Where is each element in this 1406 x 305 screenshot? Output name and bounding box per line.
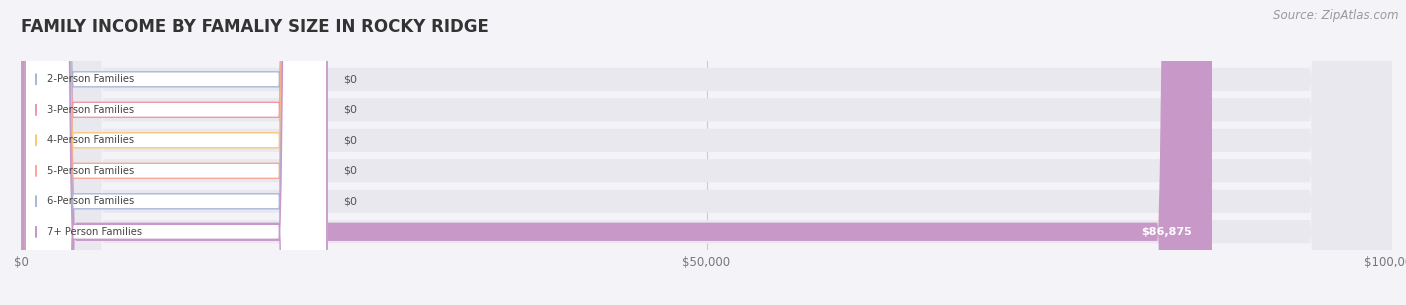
FancyBboxPatch shape <box>21 0 1392 305</box>
FancyBboxPatch shape <box>21 0 1212 305</box>
Text: 2-Person Families: 2-Person Families <box>48 74 135 84</box>
FancyBboxPatch shape <box>25 0 326 305</box>
Text: 3-Person Families: 3-Person Families <box>48 105 134 115</box>
Text: $0: $0 <box>343 105 357 115</box>
FancyBboxPatch shape <box>21 0 1392 305</box>
Text: 6-Person Families: 6-Person Families <box>48 196 135 206</box>
FancyBboxPatch shape <box>21 0 1392 305</box>
FancyBboxPatch shape <box>25 0 326 305</box>
Text: FAMILY INCOME BY FAMALIY SIZE IN ROCKY RIDGE: FAMILY INCOME BY FAMALIY SIZE IN ROCKY R… <box>21 18 489 36</box>
FancyBboxPatch shape <box>21 0 1392 305</box>
Text: $0: $0 <box>343 135 357 145</box>
Text: $0: $0 <box>343 166 357 176</box>
Text: 7+ Person Families: 7+ Person Families <box>48 227 142 237</box>
Text: $0: $0 <box>343 196 357 206</box>
FancyBboxPatch shape <box>25 0 326 305</box>
Text: $0: $0 <box>343 74 357 84</box>
FancyBboxPatch shape <box>25 0 326 305</box>
Text: Source: ZipAtlas.com: Source: ZipAtlas.com <box>1274 9 1399 22</box>
Text: 4-Person Families: 4-Person Families <box>48 135 134 145</box>
Text: 5-Person Families: 5-Person Families <box>48 166 135 176</box>
FancyBboxPatch shape <box>25 0 326 305</box>
FancyBboxPatch shape <box>21 0 1392 305</box>
FancyBboxPatch shape <box>21 0 1392 305</box>
Text: $86,875: $86,875 <box>1140 227 1191 237</box>
FancyBboxPatch shape <box>25 0 326 305</box>
